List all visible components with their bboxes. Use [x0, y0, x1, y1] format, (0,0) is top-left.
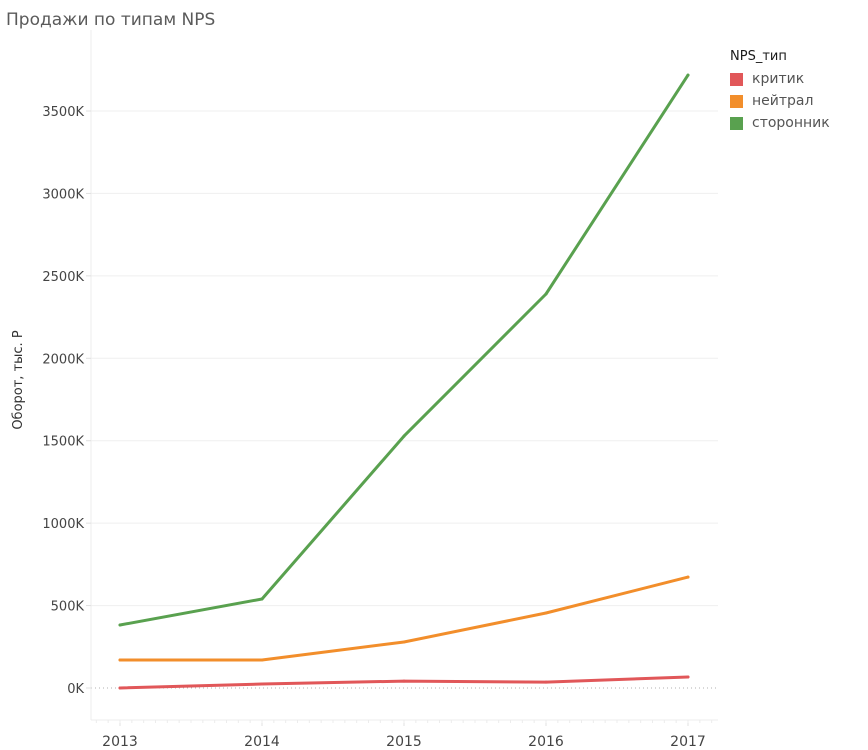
y-tick-label: 3000K	[42, 187, 84, 202]
series-line-сторонник[interactable]	[118, 73, 690, 627]
data-point[interactable]	[260, 658, 264, 662]
y-tick-label: 3500K	[42, 105, 84, 120]
data-point[interactable]	[686, 73, 690, 77]
data-point[interactable]	[118, 686, 122, 690]
data-point[interactable]	[544, 680, 548, 684]
x-tick-label: 2015	[386, 734, 422, 750]
x-tick-label: 2013	[102, 734, 138, 750]
legend-label: нейтрал	[752, 93, 814, 109]
data-point[interactable]	[260, 597, 264, 601]
data-point[interactable]	[118, 658, 122, 662]
y-tick-label: 2000K	[42, 352, 84, 367]
data-point[interactable]	[118, 623, 122, 627]
x-tick-label: 2016	[528, 734, 564, 750]
data-point[interactable]	[686, 575, 690, 579]
x-tick-label: 2017	[670, 734, 706, 750]
y-tick-label: 1000K	[42, 517, 84, 532]
data-point[interactable]	[402, 434, 406, 438]
chart-title: Продажи по типам NPS	[6, 10, 216, 30]
x-tick-label: 2014	[244, 734, 280, 750]
y-tick-label: 1500K	[42, 435, 84, 450]
y-axis-label: Оборот, тыс. Р	[11, 330, 26, 429]
y-tick-label: 2500K	[42, 270, 84, 285]
axes: 0K 500K 1000K 1500K 2000K 2500K 3000K 3500K 2013…	[42, 30, 718, 750]
data-point[interactable]	[544, 611, 548, 615]
gridlines	[91, 110, 718, 689]
legend-label: сторонник	[752, 115, 830, 131]
y-tick-label: 500K	[51, 600, 85, 615]
series-line-нейтрал[interactable]	[118, 575, 690, 662]
legend-swatch	[730, 72, 743, 86]
data-point[interactable]	[402, 679, 406, 683]
legend-item[interactable]: критик	[730, 68, 830, 90]
data-point[interactable]	[402, 640, 406, 644]
data-point[interactable]	[686, 675, 690, 679]
legend-swatch	[730, 94, 743, 108]
legend: NPS_тип критик нейтрал сторонник	[730, 49, 830, 134]
series-lines	[118, 73, 690, 690]
legend-item[interactable]: нейтрал	[730, 90, 830, 112]
data-point[interactable]	[260, 682, 264, 686]
y-tick-label: 0K	[67, 682, 84, 697]
legend-label: критик	[752, 71, 805, 87]
legend-swatch	[730, 116, 743, 130]
data-point[interactable]	[544, 292, 548, 296]
legend-title: NPS_тип	[730, 49, 787, 64]
legend-item[interactable]: сторонник	[730, 112, 830, 134]
